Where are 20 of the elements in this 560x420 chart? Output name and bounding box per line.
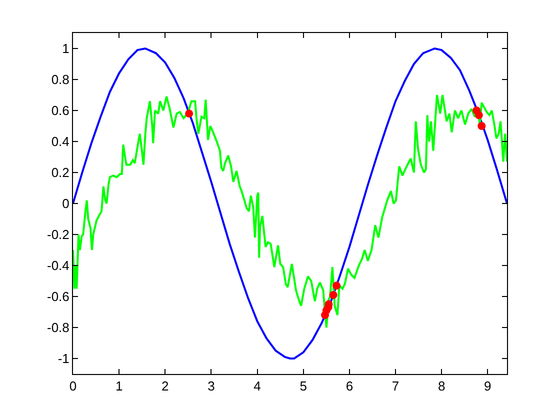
x-tick-label: 3 (208, 378, 215, 394)
x-tick-label: 9 (484, 378, 492, 394)
y-tick-label: -1 (58, 351, 70, 366)
x-tick-label: 4 (254, 378, 261, 394)
y-tick-label: -0.6 (46, 289, 70, 304)
x-tick-label: 6 (346, 378, 354, 394)
y-tick-label: -0.2 (46, 227, 70, 242)
x-tick-label: 1 (115, 378, 123, 394)
y-tick-label: 0 (62, 196, 70, 212)
y-tick-label: -0.8 (46, 320, 70, 336)
x-tick-label: 2 (162, 378, 169, 394)
y-tick-label: 1 (62, 41, 70, 56)
x-tick-label: 7 (392, 378, 400, 394)
y-tick-label: 0.6 (51, 103, 70, 118)
x-tick-label: 8 (438, 378, 446, 394)
y-tick-label: 0.2 (51, 165, 70, 180)
x-tick-label: 5 (300, 378, 307, 394)
y-tick-label: 0.4 (51, 134, 70, 150)
y-tick-label: -0.4 (46, 258, 70, 274)
y-tick-label: 0.8 (51, 72, 70, 88)
